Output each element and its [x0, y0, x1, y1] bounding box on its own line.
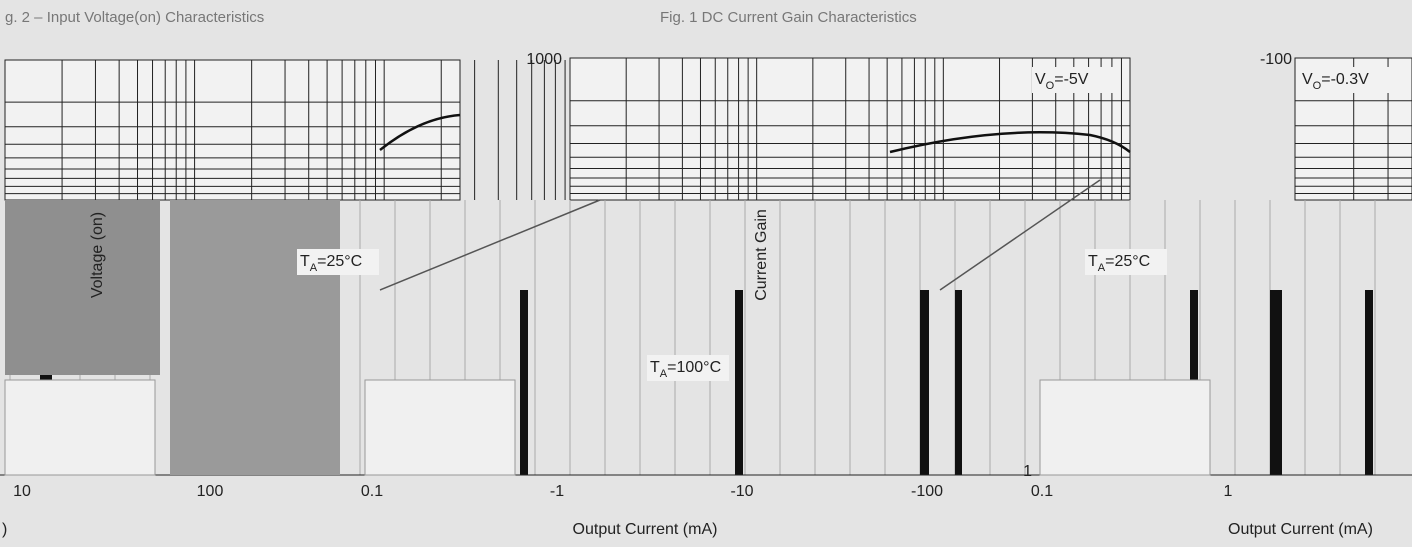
annotation-box — [647, 355, 729, 381]
annotation: TA=25°C — [1088, 253, 1150, 274]
annotation-part: =25°C — [1105, 253, 1150, 270]
annotation-box — [1085, 249, 1167, 275]
glitch-bar — [1270, 290, 1282, 475]
annotation: TA=25°C — [300, 253, 362, 274]
annotation-part: =-5V — [1054, 71, 1089, 88]
annotation-part: A — [310, 262, 318, 274]
panel-area — [364, 379, 516, 476]
x-tick-label: 0.1 — [1031, 483, 1053, 500]
x-axis-label: Output Current (mA) — [573, 521, 718, 538]
annotation-part: V — [1035, 71, 1046, 88]
x-axis-label: Output Current (mA) — [1228, 521, 1373, 538]
annotation-part: O — [1313, 80, 1322, 92]
noise-block — [170, 200, 340, 475]
annotation-box — [1032, 67, 1114, 93]
x-tick-label: -1 — [550, 483, 564, 500]
chart-title: Fig. 1 DC Current Gain Characteristics — [660, 9, 917, 26]
noise-block — [5, 200, 160, 375]
annotation-box — [1299, 67, 1393, 93]
y-axis-label: Voltage (on) — [89, 212, 106, 298]
annotation-part: A — [660, 368, 668, 380]
y-axis-label: Current Gain — [753, 209, 770, 301]
x-tick-label: 10 — [13, 483, 31, 500]
annotation-part: T — [1088, 253, 1098, 270]
annotation-part: O — [1046, 80, 1055, 92]
annotation-part: =-0.3V — [1321, 71, 1369, 88]
glitch-bar — [955, 290, 962, 475]
annotation: VO=-0.3V — [1302, 71, 1369, 92]
x-tick-label: 100 — [197, 483, 224, 500]
y-tick-label: 1000 — [526, 51, 562, 68]
annotation-part: =100°C — [667, 359, 721, 376]
curve — [379, 113, 461, 151]
glitch-bar — [735, 290, 743, 475]
y-tick-label: -100 — [1260, 51, 1292, 68]
glitch-bar — [1365, 290, 1373, 475]
texts: g. 2 – Input Voltage(on) Characteristics… — [2, 9, 1393, 538]
glitch-bar — [920, 290, 929, 475]
annotation-part: T — [650, 359, 660, 376]
annotation: TA=100°C — [650, 359, 721, 380]
grid-frame — [4, 59, 461, 201]
y-tick-label: 1 — [1023, 463, 1032, 480]
curve — [889, 131, 1131, 154]
panel-area — [1039, 379, 1211, 476]
panel-area — [4, 379, 156, 476]
annotation-part: A — [1098, 262, 1106, 274]
glitch-bar — [520, 290, 528, 475]
annotation: VO=-5V — [1035, 71, 1089, 92]
x-tick-label: -100 — [911, 483, 943, 500]
curve — [939, 179, 1101, 291]
x-tick-label: 0.1 — [361, 483, 383, 500]
annotation-part: =25°C — [317, 253, 362, 270]
x-tick-label: -10 — [730, 483, 753, 500]
x-tick-label: 1 — [1224, 483, 1233, 500]
annotation-part: V — [1302, 71, 1313, 88]
x-axis-label: ) — [2, 521, 7, 538]
curve — [379, 199, 601, 291]
annotation-box — [297, 249, 379, 275]
chart-title: g. 2 – Input Voltage(on) Characteristics — [5, 9, 264, 26]
annotation-part: T — [300, 253, 310, 270]
